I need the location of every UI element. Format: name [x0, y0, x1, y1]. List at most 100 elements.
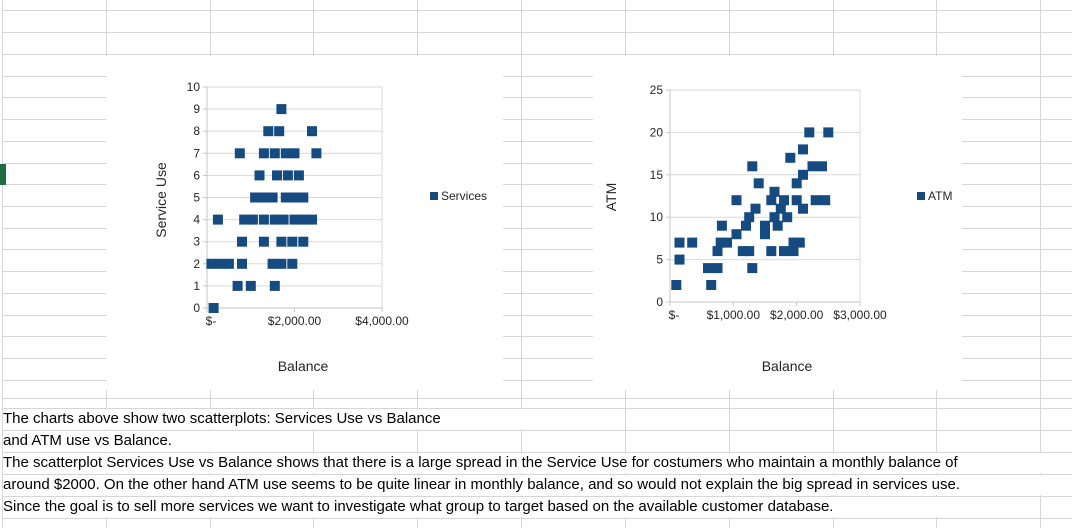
scatter-marker[interactable]: [741, 220, 751, 231]
scatter-marker[interactable]: [807, 161, 818, 172]
scatter-marker[interactable]: [245, 280, 256, 291]
scatter-marker[interactable]: [766, 195, 777, 206]
scatter-marker[interactable]: [269, 280, 280, 291]
selected-row-indicator[interactable]: [0, 164, 6, 185]
scatter-marker[interactable]: [269, 148, 280, 159]
note-cell-text[interactable]: The charts above show two scatterplots: …: [3, 409, 522, 429]
scatter-marker[interactable]: [280, 148, 291, 159]
services-scatter-chart[interactable]: 0 1 2 3 4 5 6 7 8 9 10 $- $2,000.00 $4,000.00 Services…: [106, 56, 503, 390]
scatter-marker[interactable]: [804, 127, 815, 138]
scatter-marker[interactable]: [254, 170, 265, 181]
scatter-marker[interactable]: [307, 214, 317, 225]
scatter-marker[interactable]: [788, 246, 799, 257]
legend-label[interactable]: ATM: [928, 189, 952, 203]
scatter-marker[interactable]: [769, 212, 780, 223]
scatter-marker[interactable]: [206, 258, 217, 269]
scatter-marker[interactable]: [274, 126, 285, 137]
scatter-marker[interactable]: [276, 236, 287, 247]
scatter-marker[interactable]: [267, 258, 278, 269]
scatter-marker[interactable]: [769, 186, 780, 197]
scatter-marker[interactable]: [817, 161, 827, 172]
note-cell-text[interactable]: and ATM use vs Balance.: [3, 431, 211, 451]
scatter-marker[interactable]: [706, 280, 717, 290]
scatter-marker[interactable]: [747, 161, 758, 172]
scatter-marker[interactable]: [234, 148, 245, 159]
scatter-marker[interactable]: [750, 203, 761, 214]
scatter-marker[interactable]: [671, 280, 682, 290]
scatter-marker[interactable]: [820, 195, 831, 206]
scatter-marker[interactable]: [716, 220, 727, 231]
scatter-marker[interactable]: [239, 214, 250, 225]
scatter-marker[interactable]: [212, 214, 223, 225]
scatter-marker[interactable]: [287, 236, 298, 247]
x-axis-title[interactable]: Balance: [762, 358, 813, 374]
scatter-marker[interactable]: [289, 148, 300, 159]
scatter-marker[interactable]: [798, 169, 808, 180]
scatter-marker[interactable]: [760, 220, 770, 231]
legend-marker-icon[interactable]: [917, 192, 925, 200]
scatter-marker[interactable]: [276, 104, 287, 115]
legend-marker-icon[interactable]: [430, 192, 438, 200]
scatter-marker[interactable]: [276, 258, 287, 269]
scatter-marker[interactable]: [215, 258, 226, 269]
note-cell-text[interactable]: Since the goal is to sell more services …: [3, 497, 937, 517]
scatter-marker[interactable]: [287, 258, 298, 269]
scatter-marker[interactable]: [223, 258, 234, 269]
scatter-marker[interactable]: [744, 212, 755, 223]
scatter-marker[interactable]: [282, 170, 293, 181]
scatter-marker[interactable]: [782, 212, 793, 223]
scatter-marker[interactable]: [278, 214, 289, 225]
scatter-marker[interactable]: [731, 195, 742, 206]
scatter-marker[interactable]: [772, 220, 783, 231]
scatter-marker[interactable]: [250, 192, 261, 203]
scatter-marker[interactable]: [766, 246, 777, 257]
y-axis-title[interactable]: ATM: [603, 183, 619, 212]
scatter-marker[interactable]: [674, 237, 685, 248]
scatter-marker[interactable]: [307, 126, 317, 137]
scatter-marker[interactable]: [779, 246, 789, 257]
scatter-marker[interactable]: [298, 192, 309, 203]
scatter-marker[interactable]: [785, 152, 796, 163]
scatter-marker[interactable]: [208, 303, 219, 313]
note-cell-text[interactable]: The scatterplot Services Use vs Balance …: [3, 453, 1041, 473]
scatter-marker[interactable]: [258, 192, 269, 203]
scatter-marker[interactable]: [712, 246, 723, 257]
scatter-marker[interactable]: [731, 229, 742, 240]
scatter-marker[interactable]: [237, 236, 247, 247]
scatter-marker[interactable]: [744, 246, 755, 257]
scatter-marker[interactable]: [715, 237, 726, 248]
scatter-marker[interactable]: [747, 263, 758, 274]
scatter-marker[interactable]: [263, 126, 274, 137]
scatter-marker[interactable]: [298, 236, 309, 247]
scatter-marker[interactable]: [687, 237, 698, 248]
scatter-marker[interactable]: [712, 263, 723, 274]
scatter-marker[interactable]: [289, 214, 300, 225]
scatter-marker[interactable]: [258, 214, 269, 225]
scatter-marker[interactable]: [791, 195, 802, 206]
scatter-marker[interactable]: [247, 214, 258, 225]
scatter-marker[interactable]: [703, 263, 713, 274]
scatter-marker[interactable]: [823, 127, 834, 138]
scatter-marker[interactable]: [788, 237, 799, 248]
scatter-marker[interactable]: [737, 246, 748, 257]
scatter-marker[interactable]: [289, 192, 300, 203]
scatter-marker[interactable]: [674, 254, 685, 265]
scatter-marker[interactable]: [810, 195, 821, 206]
scatter-marker[interactable]: [272, 170, 282, 181]
scatter-marker[interactable]: [753, 178, 764, 189]
scatter-marker[interactable]: [298, 214, 309, 225]
scatter-marker[interactable]: [293, 170, 304, 181]
scatter-marker[interactable]: [760, 229, 770, 240]
scatter-marker[interactable]: [258, 148, 269, 159]
scatter-marker[interactable]: [775, 203, 786, 214]
scatter-marker[interactable]: [798, 144, 808, 155]
note-cell-text[interactable]: around $2000. On the other hand ATM use …: [3, 475, 1041, 495]
scatter-marker[interactable]: [232, 280, 243, 291]
scatter-marker[interactable]: [280, 192, 291, 203]
scatter-marker[interactable]: [779, 195, 789, 206]
legend-label[interactable]: Services: [441, 189, 487, 203]
y-axis-title[interactable]: Service Use: [153, 162, 169, 238]
scatter-marker[interactable]: [311, 148, 322, 159]
scatter-marker[interactable]: [791, 178, 802, 189]
